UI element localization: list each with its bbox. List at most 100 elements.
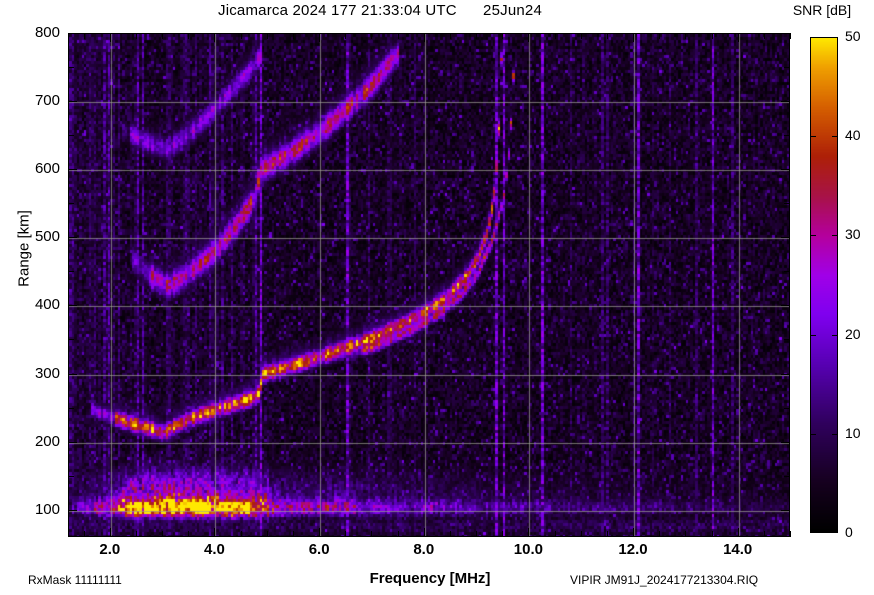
x-tick-label: 6.0 <box>308 541 330 558</box>
y-tick-right <box>784 476 790 477</box>
x-tick-top <box>293 33 294 39</box>
y-tick-right <box>784 339 790 340</box>
page-title: Jicamarca 2024 177 21:33:04 UTC 25Jun24 <box>218 2 542 19</box>
y-axis-label: Range [km] <box>15 210 33 287</box>
ionogram-heatmap-canvas <box>69 34 789 536</box>
y-tick-right <box>784 271 790 272</box>
colorbar-tick <box>810 235 816 236</box>
colorbar-tick-label: 40 <box>845 127 861 143</box>
y-tick-label: 100 <box>34 500 60 518</box>
x-tick-top <box>555 33 556 39</box>
x-tick-top <box>790 33 791 39</box>
colorbar-title: SNR [dB] <box>792 2 852 18</box>
x-tick-label: 4.0 <box>204 541 225 558</box>
x-tick-top <box>738 33 739 42</box>
x-tick-top <box>502 33 503 39</box>
x-tick-label: 14.0 <box>723 541 753 558</box>
x-tick <box>450 531 451 537</box>
x-tick <box>764 531 765 537</box>
x-tick <box>607 531 608 537</box>
x-axis-label: Frequency [MHz] <box>369 570 491 587</box>
colorbar-tick <box>810 136 816 137</box>
y-tick-label: 500 <box>34 228 60 246</box>
y-tick-right <box>784 135 790 136</box>
colorbar-tick-label: 10 <box>845 425 861 441</box>
x-tick <box>476 531 477 537</box>
x-tick <box>555 531 556 537</box>
y-tick <box>68 476 74 477</box>
x-tick <box>267 531 268 537</box>
x-tick-top <box>162 33 163 39</box>
y-tick <box>68 237 77 238</box>
y-tick-right <box>784 203 790 204</box>
x-tick-top <box>241 33 242 39</box>
colorbar-tick <box>810 434 816 435</box>
y-tick-right <box>781 510 790 511</box>
x-tick-top <box>476 33 477 39</box>
y-tick-label: 800 <box>34 24 60 41</box>
y-tick-right <box>784 408 790 409</box>
y-tick-label: 200 <box>34 432 60 450</box>
x-tick-top <box>633 33 634 42</box>
x-tick <box>712 531 713 537</box>
colorbar-tick-label: 30 <box>845 226 861 242</box>
x-tick-top <box>424 33 425 42</box>
y-tick <box>68 101 77 102</box>
x-tick <box>633 528 634 537</box>
y-tick <box>68 442 77 443</box>
x-tick-top <box>267 33 268 39</box>
colorbar-tick <box>832 434 838 435</box>
ionogram-plot[interactable] <box>68 33 790 537</box>
x-tick-top <box>581 33 582 39</box>
x-tick <box>790 531 791 537</box>
x-tick <box>345 531 346 537</box>
y-tick-right <box>781 305 790 306</box>
y-tick <box>68 169 77 170</box>
x-tick-top <box>450 33 451 39</box>
x-tick <box>241 531 242 537</box>
y-tick-right <box>781 101 790 102</box>
y-tick-right <box>781 442 790 443</box>
x-tick-top <box>528 33 529 42</box>
y-tick <box>68 271 74 272</box>
file-identifier: VIPIR JM91J_2024177213304.RIQ <box>570 573 759 587</box>
x-tick-top <box>214 33 215 42</box>
y-tick <box>68 408 74 409</box>
x-tick <box>424 528 425 537</box>
y-tick-right <box>781 374 790 375</box>
x-tick <box>659 531 660 537</box>
x-tick-top <box>84 33 85 39</box>
colorbar-tick-label: 50 <box>845 28 861 44</box>
x-tick <box>110 528 111 537</box>
x-tick-top <box>398 33 399 39</box>
colorbar-tick <box>810 335 816 336</box>
y-tick <box>68 305 77 306</box>
colorbar-tick-label: 0 <box>845 524 853 540</box>
x-tick-top <box>659 33 660 39</box>
y-tick <box>68 510 77 511</box>
y-tick-label: 700 <box>34 92 60 110</box>
colorbar-gradient <box>811 38 837 532</box>
y-tick-label: 400 <box>34 296 60 314</box>
y-tick <box>68 374 77 375</box>
x-tick-top <box>110 33 111 42</box>
colorbar-tick <box>832 235 838 236</box>
x-tick <box>738 528 739 537</box>
x-tick-top <box>319 33 320 42</box>
x-tick-top <box>712 33 713 39</box>
colorbar-tick <box>832 136 838 137</box>
colorbar-tick-label: 20 <box>845 326 861 342</box>
x-tick-label: 12.0 <box>618 541 648 558</box>
y-tick-right <box>781 237 790 238</box>
x-tick-top <box>371 33 372 39</box>
y-tick-right <box>784 67 790 68</box>
x-tick-top <box>764 33 765 39</box>
colorbar-tick <box>832 335 838 336</box>
x-tick <box>528 528 529 537</box>
snr-colorbar <box>810 37 838 533</box>
x-tick <box>502 531 503 537</box>
x-tick <box>371 531 372 537</box>
y-tick-right <box>781 33 790 34</box>
y-tick <box>68 67 74 68</box>
y-tick <box>68 135 74 136</box>
